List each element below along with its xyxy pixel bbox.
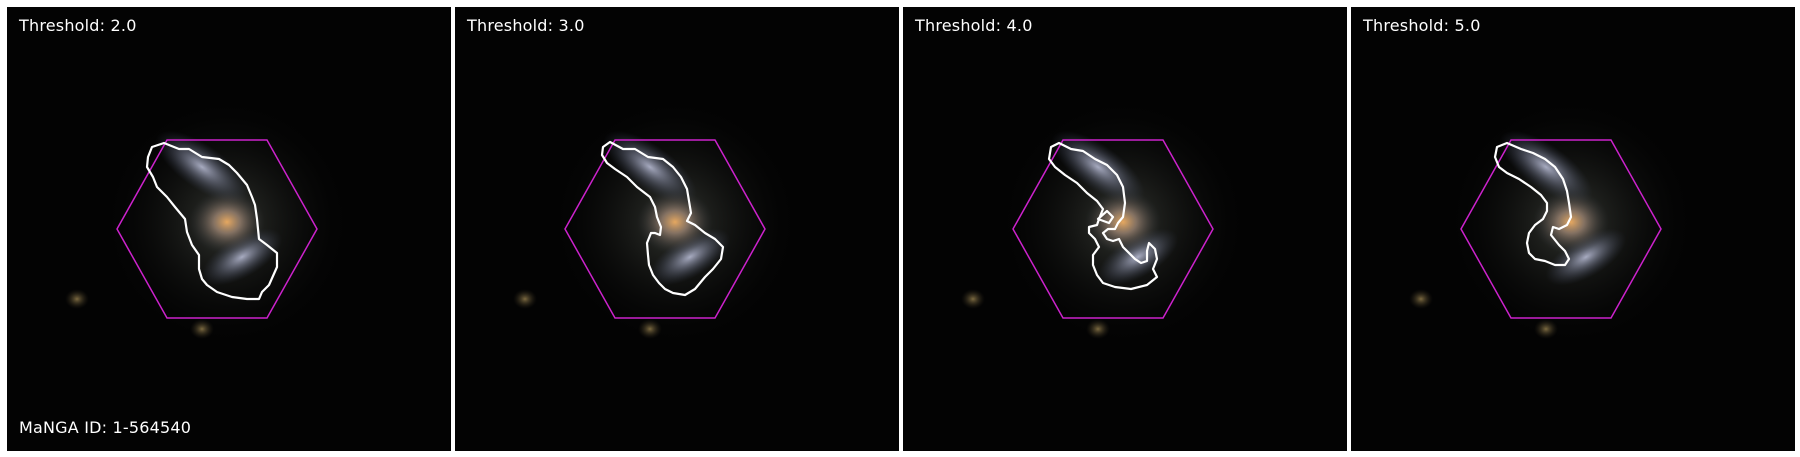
contour-outline <box>145 141 279 301</box>
threshold-label: Threshold: 2.0 <box>19 16 137 35</box>
contour-outline <box>1047 141 1159 291</box>
image-panel-threshold-4: Threshold: 4.0 <box>903 7 1347 451</box>
galaxy-image <box>513 102 795 342</box>
manga-id-label: MaNGA ID: 1-564540 <box>19 418 192 437</box>
contour-outline <box>1493 141 1573 267</box>
ifu-hexagon <box>1012 139 1214 319</box>
ifu-hexagon <box>1460 139 1662 319</box>
contour-outline <box>600 140 725 297</box>
ifu-hexagon <box>564 139 766 319</box>
galaxy-image <box>1409 102 1691 342</box>
galaxy-image <box>961 102 1243 342</box>
image-panel-threshold-3: Threshold: 3.0 <box>455 7 899 451</box>
threshold-label: Threshold: 3.0 <box>467 16 585 35</box>
threshold-label: Threshold: 5.0 <box>1363 16 1481 35</box>
image-panel-threshold-5: Threshold: 5.0 <box>1351 7 1795 451</box>
image-panel-threshold-2: Threshold: 2.0 MaNGA ID: 1-564540 <box>7 7 451 451</box>
galaxy-image <box>65 102 347 342</box>
threshold-label: Threshold: 4.0 <box>915 16 1033 35</box>
ifu-hexagon <box>116 139 318 319</box>
